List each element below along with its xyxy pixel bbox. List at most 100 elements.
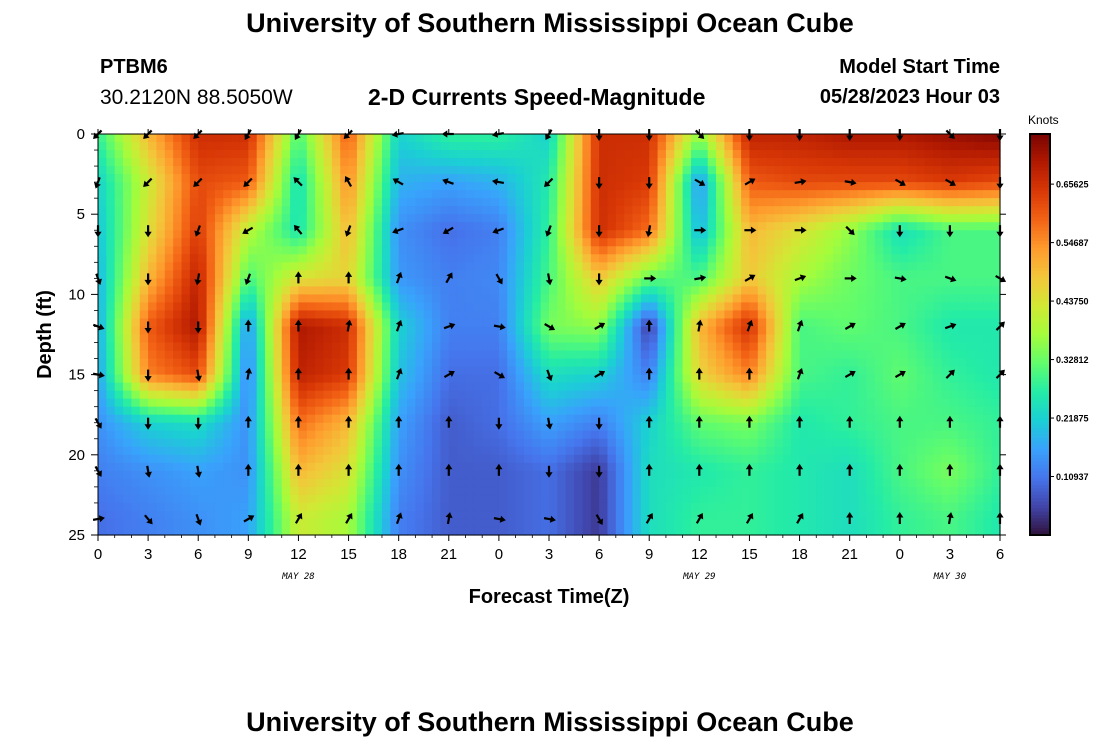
heatmap-cell	[156, 182, 166, 191]
heatmap-cell	[916, 350, 926, 360]
heatmap-cell	[724, 358, 734, 368]
heatmap-cell	[624, 430, 634, 440]
heatmap-cell	[891, 478, 901, 488]
heatmap-cell	[983, 238, 993, 247]
heatmap-cell	[682, 166, 692, 175]
heatmap-cell	[198, 398, 208, 408]
heatmap-cell	[582, 166, 592, 175]
heatmap-cell	[465, 238, 475, 247]
heatmap-cell	[665, 342, 675, 352]
heatmap-cell	[315, 294, 325, 304]
heatmap-cell	[239, 310, 249, 320]
heatmap-cell	[356, 326, 366, 336]
heatmap-cell	[139, 326, 149, 336]
heatmap-cell	[724, 494, 734, 504]
heatmap-cell	[273, 286, 283, 295]
heatmap-cell	[448, 446, 458, 456]
heatmap-cell	[114, 326, 124, 336]
heatmap-cell	[974, 238, 984, 247]
heatmap-cell	[924, 254, 934, 263]
heatmap-cell	[423, 270, 433, 279]
heatmap-cell	[791, 318, 801, 328]
heatmap-cell	[356, 350, 366, 360]
heatmap-cell	[498, 142, 508, 151]
heatmap-cell	[799, 358, 809, 368]
heatmap-cell	[181, 462, 191, 472]
heatmap-cell	[941, 270, 951, 279]
heatmap-cell	[766, 494, 776, 504]
heatmap-cell	[306, 182, 316, 191]
heatmap-cell	[565, 294, 575, 304]
heatmap-cell	[640, 350, 650, 360]
heatmap-cell	[515, 342, 525, 352]
heatmap-cell	[824, 462, 834, 472]
heatmap-cell	[340, 438, 350, 448]
heatmap-cell	[123, 374, 133, 384]
heatmap-cell	[682, 310, 692, 320]
heatmap-cell	[782, 478, 792, 488]
heatmap-cell	[356, 334, 366, 344]
heatmap-cell	[273, 214, 283, 223]
heatmap-cell	[214, 430, 224, 440]
heatmap-cell	[173, 382, 183, 392]
heatmap-cell	[515, 294, 525, 304]
heatmap-cell	[682, 342, 692, 352]
heatmap-cell	[256, 446, 266, 456]
heatmap-cell	[331, 222, 341, 231]
heatmap-cell	[390, 302, 400, 312]
heatmap-cell	[966, 366, 976, 376]
heatmap-cell	[507, 398, 517, 408]
heatmap-cell	[933, 254, 943, 263]
heatmap-cell	[599, 142, 609, 151]
heatmap-cell	[582, 278, 592, 287]
heatmap-cell	[507, 134, 517, 143]
heatmap-cell	[749, 486, 759, 496]
heatmap-cell	[507, 222, 517, 231]
heatmap-cell	[674, 198, 684, 207]
heatmap-cell	[632, 486, 642, 496]
heatmap-cell	[532, 358, 542, 368]
heatmap-cell	[557, 302, 567, 312]
heatmap-cell	[206, 454, 216, 464]
heatmap-cell	[615, 374, 625, 384]
heatmap-cell	[98, 190, 107, 199]
heatmap-cell	[782, 430, 792, 440]
heatmap-cell	[891, 142, 901, 151]
heatmap-cell	[323, 494, 333, 504]
heatmap-cell	[766, 470, 776, 480]
heatmap-cell	[640, 190, 650, 199]
heatmap-cell	[582, 142, 592, 151]
heatmap-cell	[123, 486, 133, 496]
heatmap-cell	[340, 246, 350, 255]
heatmap-cell	[148, 198, 158, 207]
heatmap-cell	[473, 134, 483, 143]
heatmap-cell	[448, 462, 458, 472]
heatmap-cell	[574, 414, 584, 424]
heatmap-cell	[908, 374, 918, 384]
heatmap-cell	[841, 350, 851, 360]
heatmap-cell	[298, 190, 308, 199]
heatmap-cell	[615, 318, 625, 328]
heatmap-cell	[933, 174, 943, 183]
heatmap-cell	[624, 286, 634, 295]
heatmap-cell	[123, 422, 133, 432]
heatmap-cell	[540, 238, 550, 247]
heatmap-cell	[749, 190, 759, 199]
heatmap-cell	[532, 278, 542, 287]
heatmap-cell	[423, 230, 433, 239]
heatmap-cell	[106, 374, 116, 384]
heatmap-cell	[682, 454, 692, 464]
heatmap-cell	[732, 166, 742, 175]
heatmap-cell	[532, 382, 542, 392]
heatmap-cell	[933, 294, 943, 304]
heatmap-cell	[741, 390, 751, 400]
heatmap-cell	[782, 190, 792, 199]
heatmap-cell	[991, 222, 1001, 231]
heatmap-cell	[532, 350, 542, 360]
heatmap-cell	[540, 222, 550, 231]
heatmap-cell	[356, 286, 366, 295]
heatmap-cell	[624, 134, 634, 143]
heatmap-cell	[832, 262, 842, 271]
heatmap-cell	[649, 222, 659, 231]
heatmap-cell	[290, 318, 300, 328]
